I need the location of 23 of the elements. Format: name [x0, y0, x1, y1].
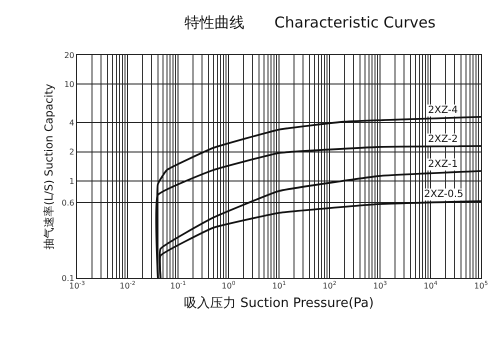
x-tick-label: 10$^{0}$	[222, 280, 236, 291]
y-tick-label: 10	[64, 80, 74, 89]
y-tick-label: 2	[69, 148, 74, 157]
x-tick-label: 10$^{-2}$	[120, 280, 136, 291]
y-tick-label: 20	[64, 50, 74, 60]
x-tick-label: 10$^{2}$	[322, 280, 336, 291]
y-tick-label: 0.1	[62, 274, 74, 283]
x-tick-label: 10$^{-1}$	[170, 280, 186, 291]
y-tick-label: 0.6	[62, 198, 74, 208]
x-tick-label: 10$^{3}$	[373, 280, 388, 291]
series-label: 2XZ-1	[428, 159, 458, 170]
x-tick-label: 10$^{4}$	[424, 280, 438, 291]
y-axis-title: 抽气速率(L/S) Suction Capacity	[42, 83, 56, 250]
series-label: 2XZ-2	[428, 134, 458, 145]
y-tick-label: 1	[69, 176, 74, 186]
x-tick-label: 10$^{5}$	[474, 280, 488, 291]
x-axis-title: 吸入压力 Suction Pressure(Pa)	[184, 296, 374, 312]
series-label: 2XZ-0.5	[424, 189, 464, 200]
series-label: 2XZ-4	[428, 105, 458, 116]
chart-title: 特性曲线 Characteristic Curves	[184, 14, 436, 32]
x-tick-label: 10$^{-3}$	[69, 280, 86, 291]
x-tick-label: 10$^{1}$	[272, 280, 286, 291]
y-tick-label: 4	[69, 118, 74, 128]
